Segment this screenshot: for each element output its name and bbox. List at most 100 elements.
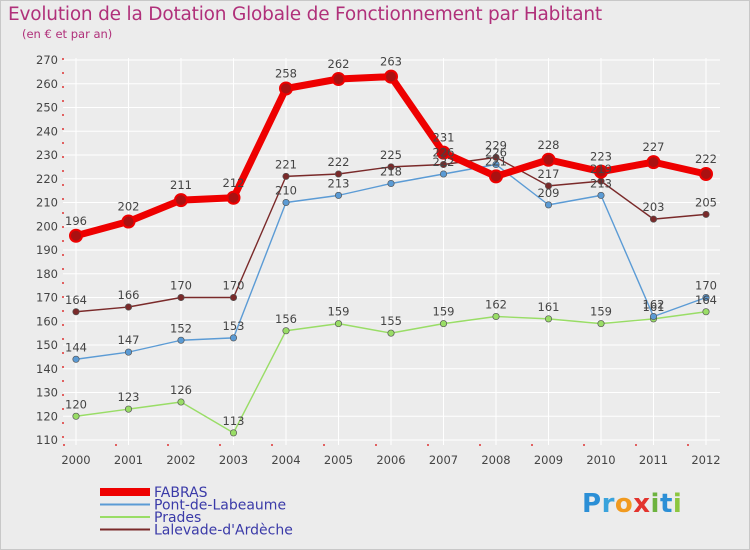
- y-tick-label: 180: [36, 267, 58, 281]
- data-label: 227: [643, 140, 665, 154]
- x-tick-label: 2000: [61, 453, 90, 467]
- data-label: 159: [328, 305, 350, 319]
- data-point: [387, 163, 395, 171]
- y-tick-label: 140: [36, 362, 58, 376]
- logo-letter: o: [614, 489, 634, 519]
- data-label: 126: [170, 383, 192, 397]
- data-point: [121, 214, 136, 229]
- data-point: [124, 348, 133, 356]
- data-point: [492, 312, 500, 321]
- data-label: 225: [380, 148, 402, 162]
- y-tick-label: 260: [36, 77, 58, 91]
- data-label: 161: [538, 300, 560, 314]
- x-tick-label: 2012: [691, 453, 720, 467]
- data-point: [177, 398, 185, 406]
- data-label: 164: [65, 293, 87, 307]
- y-tick-label: 170: [36, 291, 58, 305]
- data-label: 226: [433, 146, 455, 160]
- axis-layer: 110 120 130 140 150 160 170 180 190 200 210 220 230 2…: [36, 53, 721, 467]
- data-point: [439, 160, 448, 169]
- logo-letter: P: [582, 489, 602, 519]
- data-label: 228: [538, 138, 560, 152]
- data-point: [331, 72, 346, 86]
- data-label: 152: [170, 321, 192, 335]
- chart-title: Evolution de la Dotation Globale de Fonc…: [8, 4, 602, 25]
- data-label: 196: [65, 214, 87, 228]
- data-label: 203: [643, 200, 665, 214]
- data-label: 153: [223, 319, 245, 333]
- data-label: 209: [538, 186, 560, 200]
- data-point: [174, 193, 188, 208]
- data-point: [387, 179, 395, 188]
- proxiti-logo[interactable]: Proxiti: [582, 489, 682, 519]
- data-point: [72, 308, 80, 316]
- data-label: 123: [118, 390, 140, 404]
- data-label: 222: [328, 155, 350, 169]
- data-point: [177, 336, 185, 344]
- x-tick-label: 2009: [534, 453, 563, 467]
- data-label: 211: [170, 178, 192, 192]
- data-label: 159: [590, 305, 612, 319]
- data-point: [279, 81, 293, 96]
- data-point: [702, 293, 710, 302]
- data-label: 221: [275, 157, 297, 171]
- data-label: 170: [695, 279, 717, 293]
- data-label: 113: [223, 414, 245, 428]
- y-tick-label: 240: [36, 124, 58, 138]
- y-tick-label: 250: [36, 101, 58, 115]
- data-label: 164: [695, 293, 717, 307]
- data-point: [544, 315, 553, 323]
- data-label: 258: [275, 67, 297, 81]
- data-point: [439, 320, 448, 328]
- series-layer: [69, 69, 713, 437]
- data-label: 210: [275, 184, 297, 198]
- data-label: 212: [223, 176, 245, 190]
- data-point: [492, 160, 500, 169]
- chart-subtitle: (en € et par an): [22, 27, 113, 41]
- data-label: 222: [433, 155, 455, 169]
- data-label: 223: [590, 150, 612, 164]
- y-tick-label: 190: [36, 243, 58, 257]
- data-point: [69, 228, 83, 243]
- legend-label: Pont-de-Labeaume: [154, 498, 286, 514]
- data-label: 147: [118, 333, 140, 347]
- data-point: [649, 215, 658, 223]
- x-tick-label: 2008: [481, 453, 510, 467]
- data-point: [229, 429, 238, 437]
- data-point: [177, 293, 185, 302]
- data-point: [544, 182, 553, 190]
- data-label: 221: [485, 154, 507, 168]
- data-point: [282, 198, 290, 207]
- data-label: 144: [65, 340, 87, 354]
- data-point: [702, 210, 710, 218]
- data-point: [597, 191, 605, 199]
- data-point: [544, 201, 553, 209]
- data-point: [649, 312, 658, 321]
- data-point: [229, 293, 238, 302]
- data-point: [436, 145, 451, 160]
- data-point: [387, 329, 395, 337]
- data-point: [124, 405, 133, 413]
- y-tick-label: 120: [36, 409, 58, 423]
- data-point: [226, 190, 241, 205]
- data-label: 161: [643, 300, 665, 314]
- data-point: [597, 320, 605, 328]
- data-point: [334, 320, 343, 328]
- data-label: 170: [170, 279, 192, 293]
- logo-letter: i: [672, 489, 683, 519]
- data-point: [124, 303, 133, 311]
- data-point: [439, 170, 448, 178]
- data-label: 263: [380, 55, 402, 69]
- y-tick-label: 150: [36, 338, 58, 352]
- data-label: 120: [65, 397, 87, 411]
- data-label: 217: [538, 167, 560, 181]
- x-tick-label: 2004: [271, 453, 300, 467]
- legend-label: FABRAS: [154, 485, 208, 501]
- data-label: 219: [590, 162, 612, 176]
- x-tick-label: 2011: [639, 453, 668, 467]
- y-tick-label: 110: [36, 433, 58, 447]
- legend-label: Prades: [154, 510, 201, 526]
- data-point: [492, 153, 500, 161]
